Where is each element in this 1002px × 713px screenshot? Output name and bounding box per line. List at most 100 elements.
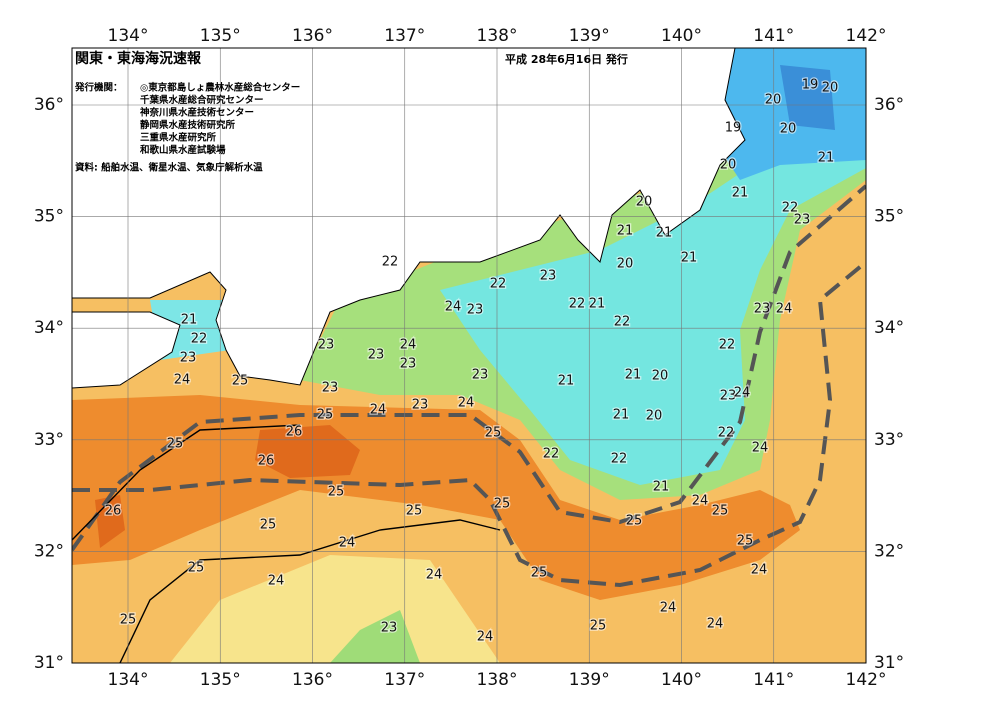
lon-label-top: 134° (108, 26, 149, 46)
lon-label-top: 138° (477, 26, 518, 46)
contour-label: 21 (818, 151, 835, 166)
isotherm-25b (119, 519, 501, 663)
contour-label: 23 (794, 213, 811, 228)
contour-label: 26 (286, 425, 303, 440)
lon-label-bottom: 142° (846, 670, 887, 690)
contour-label: 22 (191, 332, 208, 347)
lat-label-left: 36° (34, 95, 64, 115)
contour-label: 24 (426, 568, 443, 583)
contour-label: 25 (120, 613, 137, 628)
contour-label: 25 (167, 437, 184, 452)
sea-23 (330, 610, 420, 663)
title: 関東・東海海況速報 (75, 50, 202, 67)
issuer: 和歌山県水産試験場 (139, 144, 226, 156)
lat-label-right: 36° (874, 95, 904, 115)
contour-label: 22 (543, 447, 560, 462)
contour-label: 25 (317, 408, 334, 423)
contour-label: 24 (660, 601, 677, 616)
contour-label: 24 (776, 302, 793, 317)
contour-label: 24 (734, 386, 751, 401)
lon-label-bottom: 136° (292, 670, 333, 690)
contour-label: 21 (653, 480, 670, 495)
contour-label: 23 (322, 381, 339, 396)
issuer: 三重県水産研究所 (140, 132, 217, 144)
isotherm-25 (72, 424, 301, 541)
contour-label: 24 (707, 617, 724, 632)
lon-label-top: 140° (661, 26, 702, 46)
sea-21 (440, 150, 866, 485)
map-body (72, 48, 866, 663)
contour-label: 25 (712, 504, 729, 519)
contour-label: 20 (780, 122, 797, 137)
contour-label: 26 (105, 504, 122, 519)
contour-label: 26 (258, 454, 275, 469)
contour-label: 23 (180, 351, 197, 366)
contour-label: 22 (614, 315, 631, 330)
issuers: ◎東京都島しょ農林水産総合センター千葉県水産総合研究センター神奈川県水産技術セン… (139, 82, 300, 157)
lon-label-top: 136° (292, 26, 333, 46)
contour-label: 21 (625, 368, 642, 383)
sea-25 (72, 395, 800, 600)
lon-label-top: 142° (846, 26, 887, 46)
contour-label: 23 (472, 368, 489, 383)
contour-label: 25 (494, 497, 511, 512)
contour-label: 20 (617, 257, 634, 272)
lon-label-top: 139° (569, 26, 610, 46)
lon-label-bottom: 140° (661, 670, 702, 690)
lat-label-left: 34° (34, 318, 64, 338)
contour-label: 22 (718, 426, 735, 441)
sea-19 (780, 65, 835, 130)
contour-label: 24 (268, 574, 285, 589)
sea-yellow (170, 555, 500, 663)
contour-label: 21 (181, 313, 198, 328)
contour-label: 24 (400, 338, 417, 353)
contour-label: 20 (646, 409, 663, 424)
lon-label-bottom: 138° (477, 670, 518, 690)
contour-label: 23 (368, 348, 385, 363)
lon-label-top: 141° (753, 26, 794, 46)
lat-label-right: 31° (874, 653, 904, 673)
issuer: 千葉県水産総合研究センター (140, 94, 264, 106)
contour-label: 21 (656, 226, 673, 241)
contour-label: 25 (737, 534, 754, 549)
contour-label: 23 (720, 389, 737, 404)
contour-label: 22 (782, 201, 799, 216)
lat-label-right: 34° (874, 318, 904, 338)
sea-26 (255, 425, 360, 478)
contour-label: 24 (339, 536, 356, 551)
issuer: 神奈川県水産技術センター (140, 107, 254, 119)
contour-label: 21 (613, 408, 630, 423)
lon-label-bottom: 135° (200, 670, 241, 690)
lon-label-bottom: 137° (384, 670, 425, 690)
contour-label: 20 (636, 195, 653, 210)
lon-label-bottom: 134° (108, 670, 149, 690)
contour-label: 19 (725, 121, 742, 136)
lat-label-left: 32° (34, 541, 64, 561)
contour-label: 21 (681, 251, 698, 266)
source: 資料: 船舶水温、衛星水温、気象庁解析水温 (75, 162, 263, 174)
current-axis-north (72, 184, 866, 552)
contour-label: 22 (490, 277, 507, 292)
contour-label: 24 (751, 563, 768, 578)
contour-label: 22 (611, 452, 628, 467)
contour-label: 24 (370, 403, 387, 418)
contour-label: 23 (381, 621, 398, 636)
contour-label: 25 (188, 561, 205, 576)
contour-label: 25 (590, 619, 607, 634)
contour-label: 25 (406, 504, 423, 519)
issuer: 静岡県水産技術研究所 (140, 119, 236, 131)
lon-label-bottom: 139° (569, 670, 610, 690)
contour-label: 24 (752, 441, 769, 456)
lon-label-top: 135° (200, 26, 241, 46)
contour-label: 21 (558, 374, 575, 389)
contour-label: 23 (540, 269, 557, 284)
lon-label-top: 137° (384, 26, 425, 46)
contour-label: 25 (328, 485, 345, 500)
contour-label: 20 (822, 81, 839, 96)
contour-label: 22 (382, 255, 399, 270)
contour-label: 24 (477, 630, 494, 645)
contour-label: 24 (445, 300, 462, 315)
contour-label: 25 (626, 514, 643, 529)
issuer: ◎東京都島しょ農林水産総合センター (140, 82, 300, 94)
